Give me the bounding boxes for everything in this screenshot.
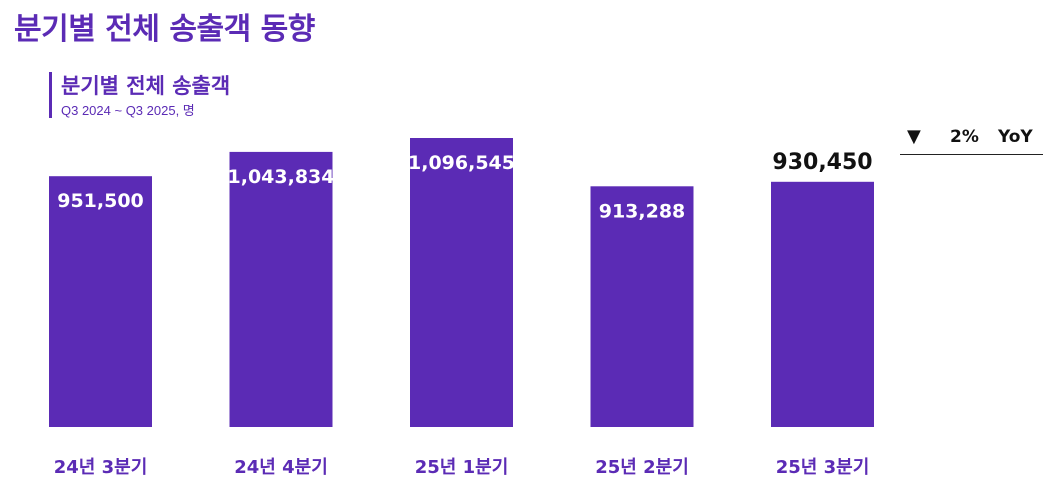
yoy-indicator: ▼ 2% YoY: [900, 124, 1043, 155]
yoy-value: 2%: [950, 127, 979, 147]
chart-title-accent-bar: [49, 72, 52, 118]
bar-4: [590, 186, 694, 427]
bar-value-label-3: 1,096,545: [408, 152, 515, 174]
down-arrow-icon: ▼: [907, 126, 921, 147]
chart-subtitle: Q3 2024 ~ Q3 2025, 명: [61, 103, 195, 118]
bar-value-label-1: 951,500: [57, 190, 144, 212]
bar-1: [49, 176, 152, 427]
bar-2: [229, 151, 333, 427]
category-label-4: 25년 2분기: [595, 457, 689, 478]
bar-value-label-2: 1,043,834: [228, 166, 335, 188]
page-title: 분기별 전체 송출객 동향: [14, 12, 315, 47]
category-label-2: 24년 4분기: [234, 457, 328, 478]
bar-3: [410, 138, 513, 427]
bar-value-label-4: 913,288: [599, 200, 686, 222]
yoy-label: YoY: [998, 127, 1033, 147]
category-label-1: 24년 3분기: [54, 457, 148, 478]
bar-5: [771, 181, 874, 427]
bar-value-label-5: 930,450: [772, 150, 872, 175]
category-label-5: 25년 3분기: [776, 457, 870, 478]
category-label-3: 25년 1분기: [415, 457, 509, 478]
chart-title: 분기별 전체 송출객: [61, 74, 231, 98]
